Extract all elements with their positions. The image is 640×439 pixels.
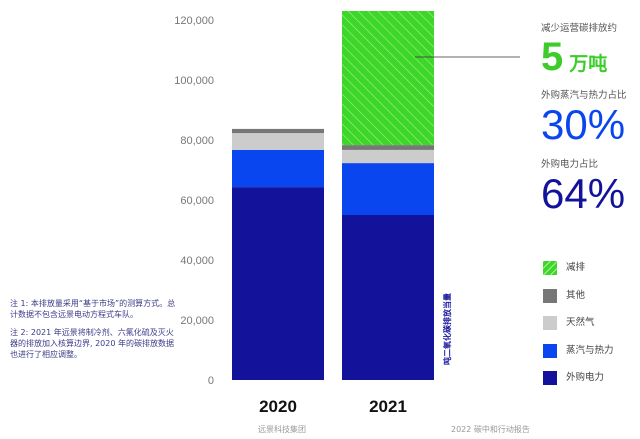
note-2: 注 2: 2021 年远景将制冷剂、六氟化硫及灭火器的排放加入核算边界, 202… bbox=[10, 328, 174, 359]
legend-item: 天然气 bbox=[543, 316, 595, 330]
x-tick-label: 2020 bbox=[259, 397, 297, 416]
legend-label: 减排 bbox=[566, 262, 586, 273]
legend-item: 减排 bbox=[543, 261, 585, 275]
y-tick-label: 40,000 bbox=[180, 255, 214, 267]
legend-swatch bbox=[543, 371, 557, 385]
y-tick-label: 100,000 bbox=[174, 75, 214, 87]
kpi-electricity-label: 外购电力占比 bbox=[541, 159, 599, 170]
bar-segment-2020 bbox=[232, 149, 324, 188]
legend-item: 外购电力 bbox=[543, 371, 604, 385]
kpi-reduction-number: 5 bbox=[541, 35, 564, 79]
note-1: 注 1: 本排放量采用“基于市场”的测算方式。总计数据不包含远景电动方程式车队。 bbox=[10, 299, 176, 319]
bar-segment-2021 bbox=[342, 11, 434, 146]
kpi-panel: 减少运营碳排放约 5 万吨 外购蒸汽与热力占比 30% 外购电力占比 64% bbox=[541, 22, 640, 227]
y-axis-label: 吨二氧化碳排放当量 bbox=[443, 293, 452, 365]
kpi-reduction-label: 减少运营碳排放约 bbox=[541, 23, 618, 34]
x-tick-label: 2021 bbox=[369, 397, 407, 416]
y-tick-label: 60,000 bbox=[180, 195, 214, 207]
footer-org: 远景科技集团 bbox=[258, 425, 306, 434]
kpi-electricity: 外购电力占比 64% bbox=[541, 158, 640, 217]
kpi-reduction-value: 5 万吨 bbox=[541, 35, 640, 79]
kpi-steam-label: 外购蒸汽与热力占比 bbox=[541, 90, 627, 101]
footer-report: 2022 碳中和行动报告 bbox=[451, 425, 530, 434]
kpi-steam: 外购蒸汽与热力占比 30% bbox=[541, 89, 640, 148]
y-tick-label: 20,000 bbox=[180, 315, 214, 327]
y-tick-label: 0 bbox=[208, 375, 214, 387]
legend-label: 天然气 bbox=[566, 317, 595, 328]
legend-swatch bbox=[543, 288, 557, 303]
bar-segment-2021 bbox=[342, 145, 434, 150]
bar-segment-2020 bbox=[232, 133, 324, 150]
legend-swatch bbox=[543, 343, 557, 358]
notes: 注 1: 本排放量采用“基于市场”的测算方式。总计数据不包含远景电动方程式车队。… bbox=[10, 298, 176, 360]
kpi-electricity-value: 64% bbox=[541, 170, 626, 217]
legend-label: 外购电力 bbox=[566, 372, 605, 383]
bar-segment-2020 bbox=[232, 187, 324, 380]
legend-swatch bbox=[543, 261, 557, 275]
kpi-reduction-unit: 万吨 bbox=[569, 54, 608, 75]
legend-item: 蒸汽与热力 bbox=[543, 343, 614, 358]
legend-label: 蒸汽与热力 bbox=[566, 344, 614, 356]
legend-item: 其他 bbox=[543, 288, 586, 303]
kpi-steam-value: 30% bbox=[541, 101, 626, 148]
bar-segment-2021 bbox=[342, 215, 434, 380]
legend-label: 其他 bbox=[566, 289, 586, 301]
kpi-reduction: 减少运营碳排放约 5 万吨 bbox=[541, 22, 640, 79]
legend-swatch bbox=[543, 316, 557, 330]
bar-segment-2020 bbox=[232, 128, 324, 134]
y-tick-label: 80,000 bbox=[180, 135, 214, 147]
y-tick-label: 120,000 bbox=[174, 15, 214, 27]
bar-segment-2021 bbox=[342, 149, 434, 164]
bar-segment-2021 bbox=[342, 163, 434, 215]
